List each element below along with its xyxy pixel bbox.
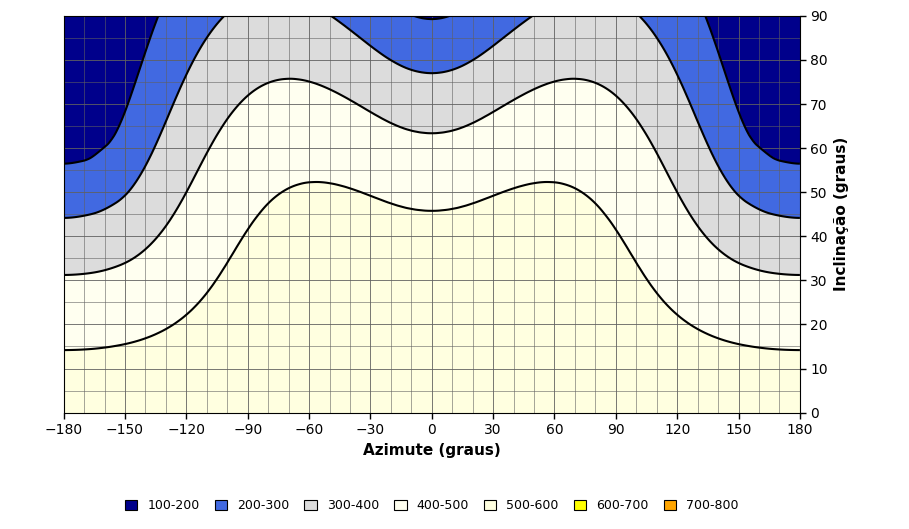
X-axis label: Azimute (graus): Azimute (graus) — [363, 443, 501, 458]
Y-axis label: Inclinação (graus): Inclinação (graus) — [834, 137, 848, 291]
Legend: 100-200, 200-300, 300-400, 400-500, 500-600, 600-700, 700-800: 100-200, 200-300, 300-400, 400-500, 500-… — [120, 495, 744, 517]
